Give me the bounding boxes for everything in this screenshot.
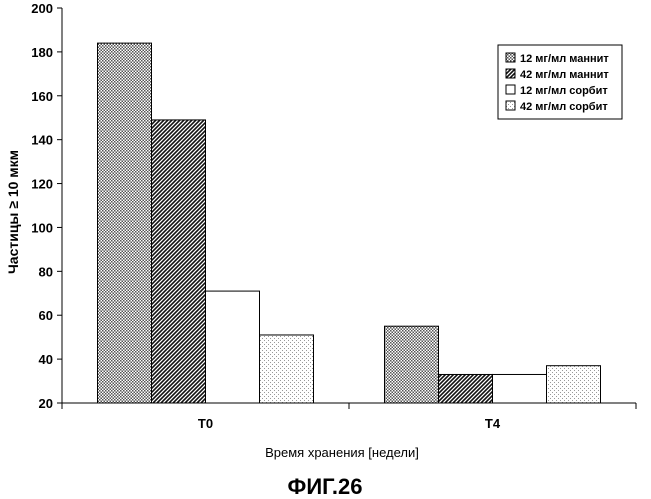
legend: 12 мг/мл маннит 42 мг/мл маннит 12 мг/мл с… bbox=[497, 44, 623, 120]
bar bbox=[151, 119, 206, 404]
figure-label: ФИГ.26 bbox=[288, 474, 363, 499]
y-tick-label: 20 bbox=[39, 396, 53, 411]
x-tick-labels: T0 T4 bbox=[198, 416, 501, 431]
y-tick-label: 40 bbox=[39, 352, 53, 367]
y-tick-label: 160 bbox=[31, 89, 53, 104]
legend-entry: 12 мг/мл маннит bbox=[520, 53, 609, 65]
legend-entry: 42 мг/мл сорбит bbox=[520, 101, 608, 113]
bar bbox=[259, 334, 314, 404]
y-tick-label: 100 bbox=[31, 220, 53, 235]
x-tick-label: T0 bbox=[198, 416, 213, 431]
bar bbox=[97, 42, 152, 404]
x-axis-title: Время хранения [недели] bbox=[265, 445, 419, 460]
bars bbox=[97, 42, 601, 404]
y-tick-label: 60 bbox=[39, 308, 53, 323]
x-tick-label: T4 bbox=[485, 416, 501, 431]
bar bbox=[384, 325, 439, 404]
legend-swatch bbox=[505, 100, 516, 111]
legend-entry: 42 мг/мл маннит bbox=[520, 69, 609, 81]
y-axis-title: Частицы ≥ 10 мкм bbox=[5, 150, 21, 274]
bar bbox=[205, 290, 260, 404]
axes bbox=[57, 7, 637, 409]
legend-swatch bbox=[505, 52, 516, 63]
y-tick-labels: 20 40 60 80 100 120 140 160 180 200 bbox=[31, 1, 53, 411]
legend-box bbox=[497, 44, 623, 120]
y-tick-label: 180 bbox=[31, 45, 53, 60]
y-tick-label: 200 bbox=[31, 1, 53, 16]
y-tick-label: 140 bbox=[31, 133, 53, 148]
legend-entry: 12 мг/мл сорбит bbox=[520, 85, 608, 97]
y-tick-label: 120 bbox=[31, 177, 53, 192]
y-tick-label: 80 bbox=[39, 264, 53, 279]
bar bbox=[546, 365, 601, 404]
bar bbox=[438, 373, 493, 404]
legend-swatch bbox=[505, 84, 516, 95]
legend-swatch bbox=[505, 68, 516, 79]
bar bbox=[492, 373, 547, 404]
